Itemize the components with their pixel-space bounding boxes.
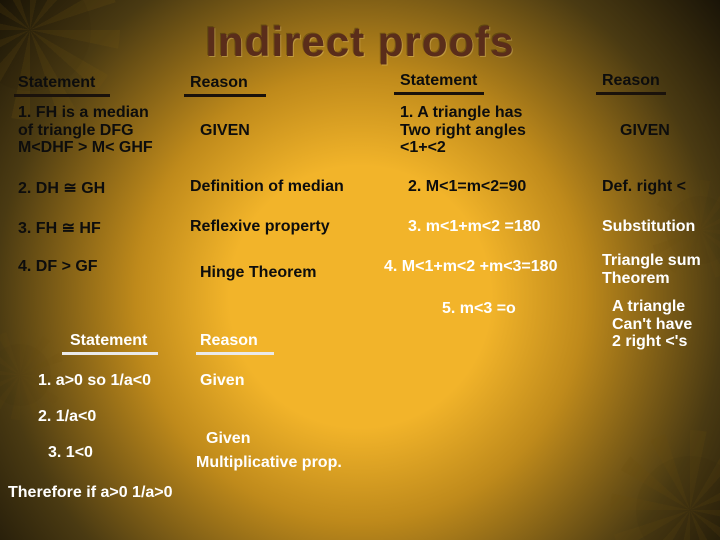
underline (62, 352, 158, 355)
bottom-r1-reason: Given (200, 372, 244, 390)
text-line: 1. FH is a median (18, 104, 153, 122)
hdr-right-statement: Statement (400, 72, 477, 90)
hdr-left-reason: Reason (190, 74, 248, 92)
left-r3-reason: Reflexive property (190, 218, 330, 236)
left-r2-reason: Definition of median (190, 178, 344, 196)
right-r4-reason: Triangle sum Theorem (602, 252, 701, 287)
right-r2-stmt: 2. M<1=m<2=90 (408, 178, 526, 196)
left-r2-stmt: 2. DH ≅ GH (18, 178, 105, 198)
right-r1-reason: GIVEN (620, 122, 670, 140)
slide-title: Indirect proofs (0, 0, 720, 72)
left-r4-reason: Hinge Theorem (200, 264, 316, 282)
text-line: Theorem (602, 270, 701, 288)
hdr2-statement: Statement (70, 332, 147, 350)
right-r4-stmt: 4. M<1+m<2 +m<3=180 (384, 258, 557, 276)
right-r3-stmt: 3. m<1+m<2 =180 (408, 218, 541, 236)
hdr2-reason: Reason (200, 332, 258, 350)
right-r1-stmt: 1. A triangle has Two right angles <1+<2 (400, 104, 526, 157)
underline (394, 92, 484, 95)
right-r5-stmt: 5. m<3 =o (442, 300, 516, 318)
underline (596, 92, 666, 95)
bottom-r3-reason: Multiplicative prop. (196, 454, 342, 472)
right-r3-reason: Substitution (602, 218, 695, 236)
left-r1-reason: GIVEN (200, 122, 250, 140)
hdr-left-statement: Statement (18, 74, 95, 92)
text-line: Triangle sum (602, 252, 701, 270)
underline (14, 94, 110, 97)
bottom-r1-stmt: 1. a>0 so 1/a<0 (38, 372, 151, 390)
underline (184, 94, 266, 97)
bottom-r3-stmt: 3. 1<0 (48, 444, 93, 462)
text-line: <1+<2 (400, 139, 526, 157)
left-r1-stmt: 1. FH is a median of triangle DFG M<DHF … (18, 104, 153, 157)
bottom-r2-reason: Given (206, 430, 250, 448)
left-r4-stmt: 4. DF > GF (18, 258, 98, 276)
text-line: Can't have (612, 316, 692, 334)
right-r5-reason: A triangle Can't have 2 right <'s (612, 298, 692, 351)
bottom-r2-stmt: 2. 1/a<0 (38, 408, 96, 426)
text-line: M<DHF > M< GHF (18, 139, 153, 157)
text-line: Two right angles (400, 122, 526, 140)
text-line: of triangle DFG (18, 122, 153, 140)
right-r2-reason: Def. right < (602, 178, 686, 196)
text-line: A triangle (612, 298, 692, 316)
hdr-right-reason: Reason (602, 72, 660, 90)
underline (196, 352, 274, 355)
text-line: 2 right <'s (612, 333, 692, 351)
text-line: 1. A triangle has (400, 104, 526, 122)
bottom-conclusion: Therefore if a>0 1/a>0 (8, 484, 173, 502)
left-r3-stmt: 3. FH ≅ HF (18, 218, 101, 238)
